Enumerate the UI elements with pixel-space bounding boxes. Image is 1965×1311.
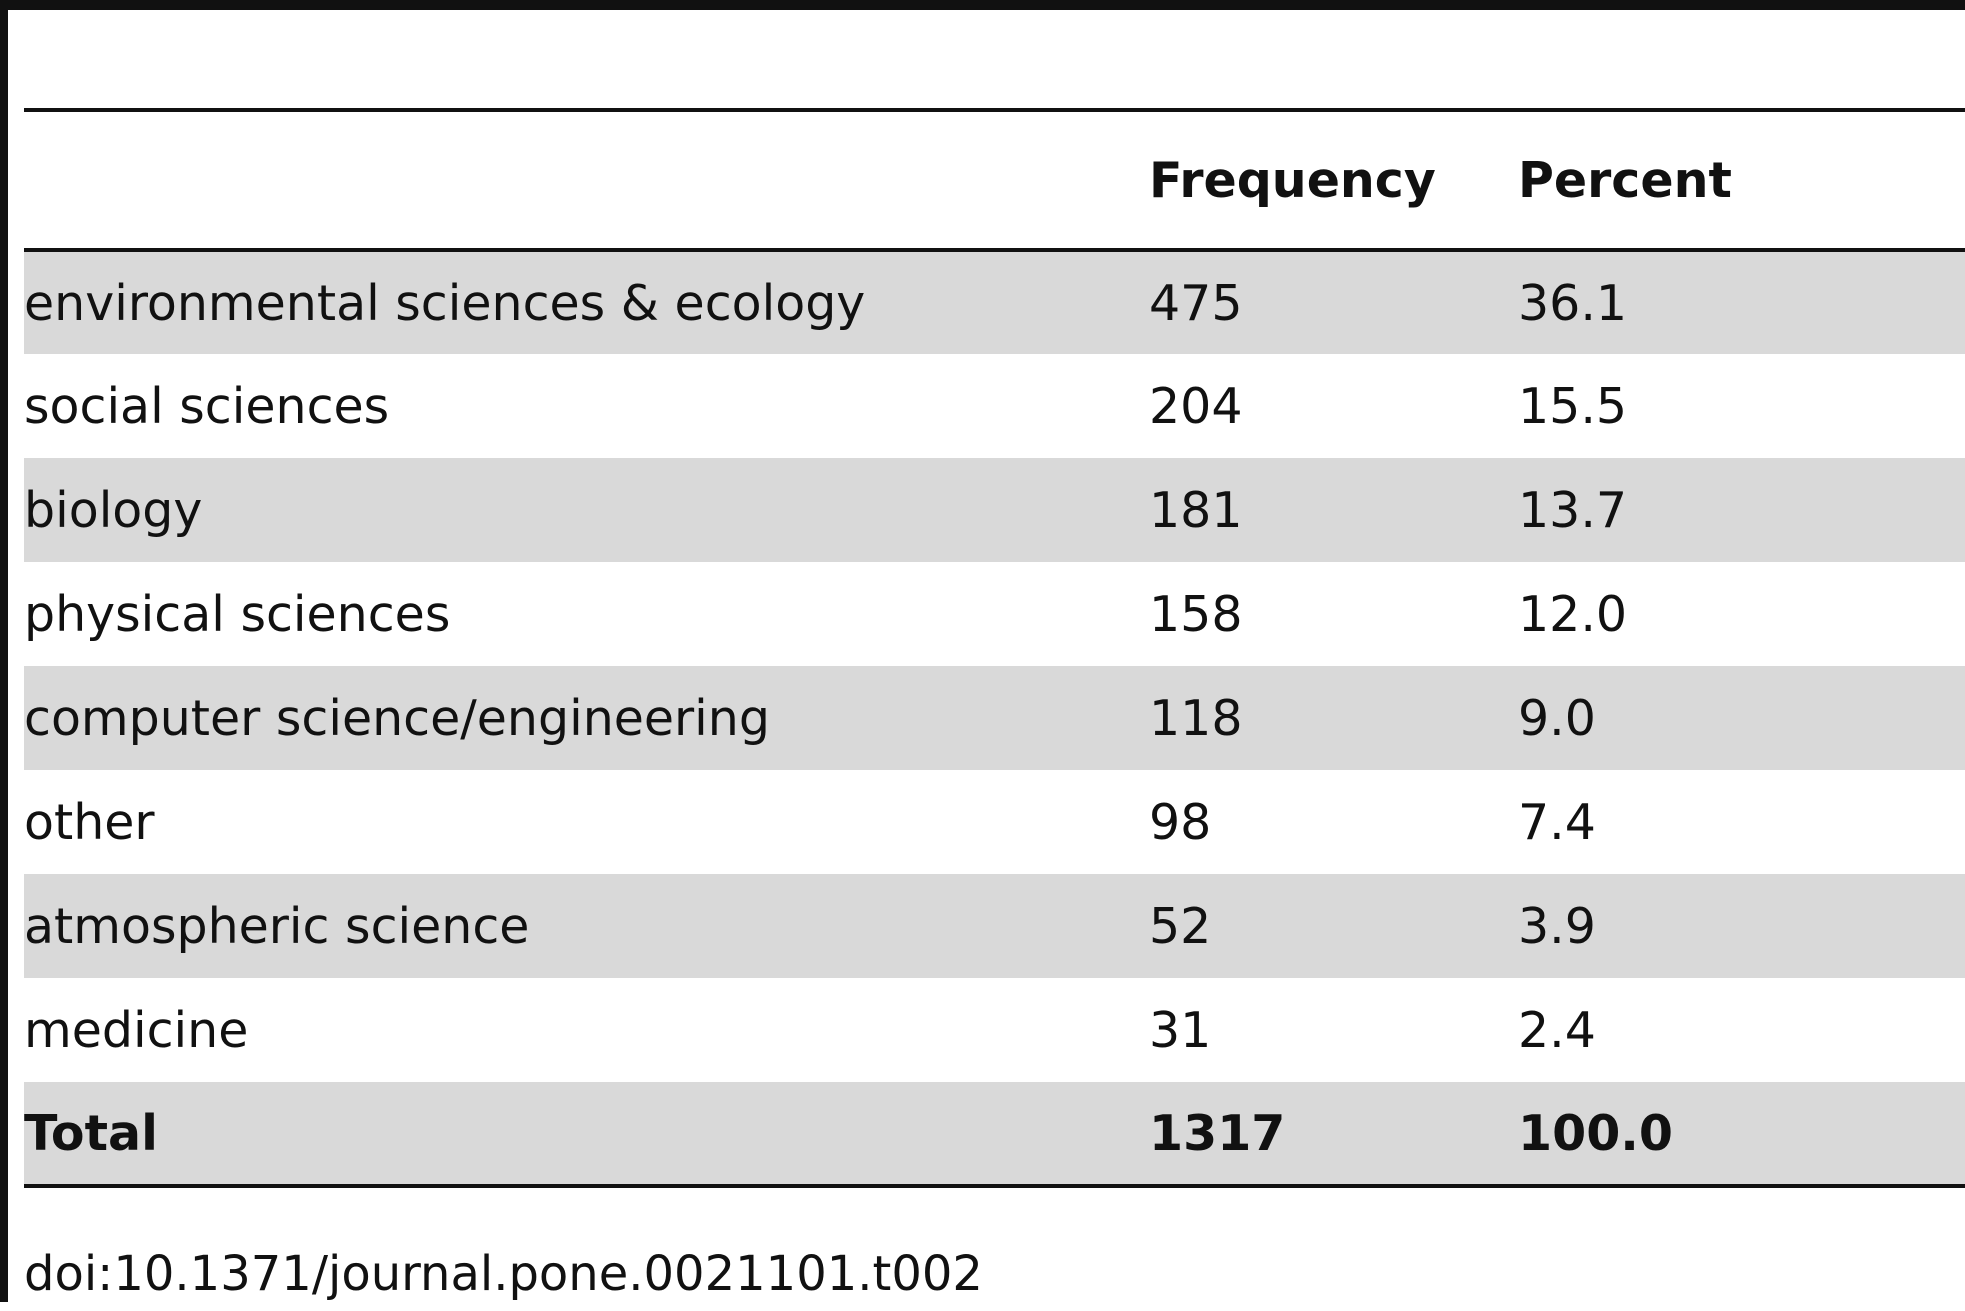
table-row: computer science/engineering 118 9.0 <box>24 666 1965 770</box>
table-container: Frequency Percent environmental sciences… <box>24 112 1965 1188</box>
left-border <box>0 0 8 1302</box>
header-frequency: Frequency <box>1149 151 1436 209</box>
category-cell: other <box>24 793 155 851</box>
category-cell: computer science/engineering <box>24 689 770 747</box>
percent-cell: 7.4 <box>1518 793 1596 851</box>
total-frequency: 1317 <box>1149 1104 1286 1162</box>
frequency-cell: 181 <box>1149 481 1243 539</box>
table-row: medicine 31 2.4 <box>24 978 1965 1082</box>
header-category <box>24 112 1149 250</box>
category-cell: environmental sciences & ecology <box>24 274 866 332</box>
percent-cell: 13.7 <box>1518 481 1628 539</box>
frequency-cell: 204 <box>1149 377 1243 435</box>
category-cell: physical sciences <box>24 585 451 643</box>
table-row: environmental sciences & ecology 475 36.… <box>24 250 1965 354</box>
table-row: atmospheric science 52 3.9 <box>24 874 1965 978</box>
header-row: Frequency Percent <box>24 112 1965 250</box>
table-top-rule <box>24 108 1965 112</box>
percent-cell: 9.0 <box>1518 689 1596 747</box>
percent-cell: 3.9 <box>1518 897 1596 955</box>
percent-cell: 36.1 <box>1518 274 1628 332</box>
frequency-table: Frequency Percent environmental sciences… <box>24 112 1965 1188</box>
table-row: other 98 7.4 <box>24 770 1965 874</box>
category-cell: biology <box>24 481 203 539</box>
percent-cell: 12.0 <box>1518 585 1628 643</box>
top-rule <box>0 0 1965 10</box>
table-row: social sciences 204 15.5 <box>24 354 1965 458</box>
frequency-cell: 118 <box>1149 689 1243 747</box>
category-cell: atmospheric science <box>24 897 530 955</box>
table-row: physical sciences 158 12.0 <box>24 562 1965 666</box>
category-cell: social sciences <box>24 377 390 435</box>
total-label: Total <box>24 1104 158 1162</box>
percent-cell: 15.5 <box>1518 377 1628 435</box>
total-percent: 100.0 <box>1518 1104 1673 1162</box>
table-row: biology 181 13.7 <box>24 458 1965 562</box>
total-row: Total 1317 100.0 <box>24 1082 1965 1186</box>
percent-cell: 2.4 <box>1518 1001 1596 1059</box>
category-cell: medicine <box>24 1001 249 1059</box>
frequency-cell: 98 <box>1149 793 1212 851</box>
doi-caption: doi:10.1371/journal.pone.0021101.t002 <box>24 1246 983 1302</box>
frequency-cell: 475 <box>1149 274 1243 332</box>
header-percent: Percent <box>1518 151 1732 209</box>
frequency-cell: 158 <box>1149 585 1243 643</box>
frequency-cell: 52 <box>1149 897 1212 955</box>
frequency-cell: 31 <box>1149 1001 1212 1059</box>
